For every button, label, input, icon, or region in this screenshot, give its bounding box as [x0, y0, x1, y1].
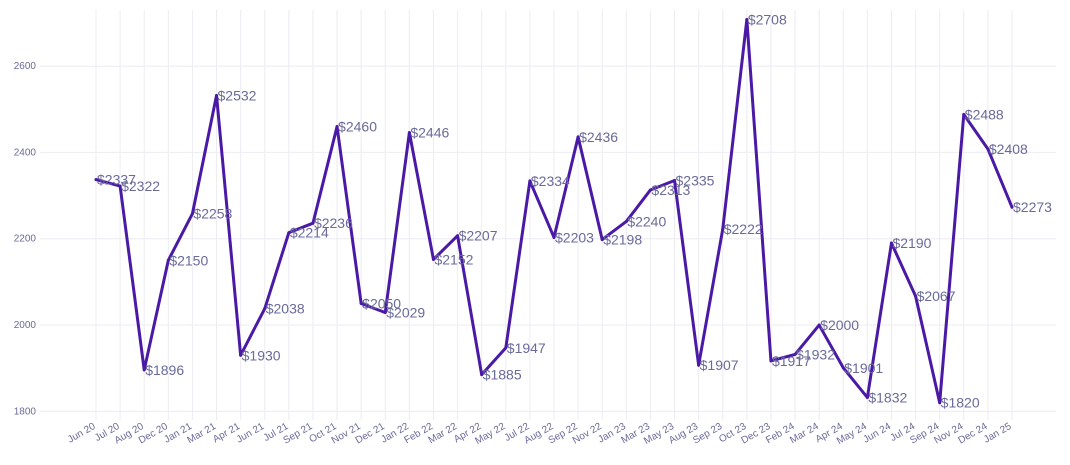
- data-point: [865, 396, 869, 400]
- data-label: $1896: [145, 362, 184, 378]
- data-point: [1010, 205, 1014, 209]
- data-point: [793, 352, 797, 356]
- data-point: [215, 93, 219, 97]
- data-label: $1947: [507, 340, 546, 356]
- data-point: [624, 219, 628, 223]
- data-label: $1917: [772, 353, 811, 369]
- data-point: [456, 234, 460, 238]
- data-points: [94, 17, 1014, 405]
- data-point: [263, 307, 267, 311]
- data-point: [190, 212, 194, 216]
- y-tick-label: 2000: [14, 320, 37, 331]
- data-label: $2198: [603, 232, 642, 248]
- data-point: [600, 238, 604, 242]
- data-point: [383, 311, 387, 315]
- data-label: $1901: [844, 360, 883, 376]
- data-label: $2236: [314, 215, 353, 231]
- data-label: $2029: [386, 305, 425, 321]
- data-point: [914, 294, 918, 298]
- data-label: $1820: [941, 395, 980, 411]
- data-label: $2190: [892, 235, 931, 251]
- data-label: $2335: [676, 172, 715, 188]
- y-tick-label: 2600: [14, 61, 37, 72]
- data-point: [938, 401, 942, 405]
- data-label: $2240: [627, 213, 666, 229]
- data-point: [841, 366, 845, 370]
- y-tick-label: 2200: [14, 234, 37, 245]
- data-label: $2050: [362, 295, 401, 311]
- data-label: $2258: [193, 206, 232, 222]
- data-point: [94, 178, 98, 182]
- data-point: [480, 373, 484, 377]
- data-label: $2708: [748, 11, 787, 27]
- data-point: [721, 227, 725, 231]
- data-point: [335, 125, 339, 129]
- data-label: $2000: [820, 317, 859, 333]
- data-label: $2152: [434, 251, 473, 267]
- data-label: $1930: [242, 347, 281, 363]
- data-point: [769, 359, 773, 363]
- data-point: [889, 241, 893, 245]
- data-point: [552, 235, 556, 239]
- data-label: $2337: [97, 172, 136, 188]
- data-point: [817, 323, 821, 327]
- data-point: [528, 179, 532, 183]
- data-point: [166, 258, 170, 262]
- data-label: $2203: [555, 229, 594, 245]
- data-label: $2222: [724, 221, 763, 237]
- y-axis-ticks: 1800 2000 2200 2400 2600: [14, 61, 37, 417]
- data-label: $1832: [868, 390, 907, 406]
- data-point: [673, 178, 677, 182]
- data-label: $2334: [531, 173, 570, 189]
- data-label: $1932: [796, 346, 835, 362]
- data-label: $2038: [266, 301, 305, 317]
- data-label: $1907: [700, 357, 739, 373]
- x-tick-label: Jan 25: [982, 421, 1014, 446]
- data-point: [287, 231, 291, 235]
- data-point: [431, 257, 435, 261]
- data-label: $2408: [989, 141, 1028, 157]
- data-point: [407, 131, 411, 135]
- data-point: [697, 363, 701, 367]
- data-label: $2313: [651, 182, 690, 198]
- data-label: $2214: [290, 225, 329, 241]
- data-label: $2460: [338, 119, 377, 135]
- data-label: $2446: [410, 125, 449, 141]
- data-point: [745, 17, 749, 21]
- data-label: $1885: [483, 367, 522, 383]
- y-tick-label: 1800: [14, 406, 37, 417]
- data-point: [576, 135, 580, 139]
- x-gridlines: [95, 10, 1013, 420]
- data-point: [962, 112, 966, 116]
- data-point: [648, 188, 652, 192]
- data-point: [359, 301, 363, 305]
- data-label: $2067: [917, 288, 956, 304]
- data-label: $2488: [965, 106, 1004, 122]
- data-point: [142, 368, 146, 372]
- data-point: [504, 346, 508, 350]
- data-label: $2273: [1013, 199, 1052, 215]
- data-label: $2322: [121, 178, 160, 194]
- data-labels: $2337$2322 $1896 $2150 $2258 $2532 $1930 $2038…: [97, 11, 1052, 410]
- data-label: $2150: [169, 252, 208, 268]
- y-tick-label: 2400: [14, 147, 37, 158]
- data-label: $2436: [579, 129, 618, 145]
- data-point: [239, 353, 243, 357]
- data-point: [986, 147, 990, 151]
- data-label: $2207: [459, 228, 498, 244]
- data-label: $2532: [218, 87, 257, 103]
- data-point: [311, 221, 315, 225]
- data-point: [118, 184, 122, 188]
- y-gridlines: [40, 65, 1056, 412]
